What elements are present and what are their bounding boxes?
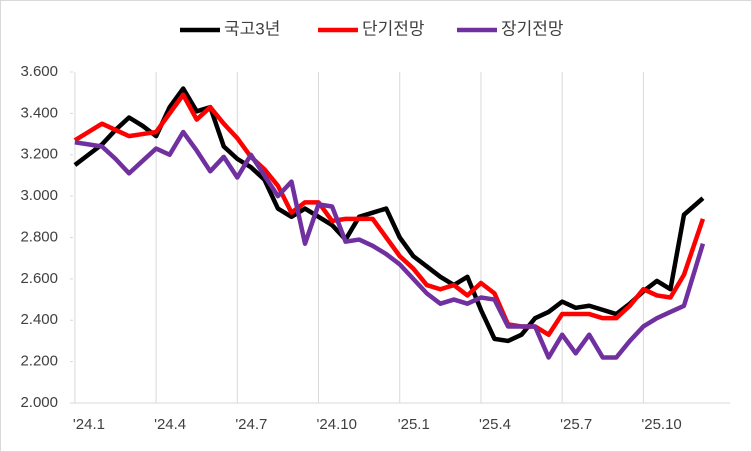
legend-label: 국고3년	[224, 19, 280, 38]
legend-label: 장기전망	[501, 19, 564, 38]
x-tick-label: '24.7	[235, 416, 267, 433]
series-line	[73, 92, 706, 337]
x-tick-label: '25.4	[479, 416, 511, 433]
x-tick-label: '25.1	[398, 416, 430, 433]
legend-label: 단기전망	[362, 19, 425, 38]
y-tick-label: 3.000	[20, 187, 58, 204]
y-tick-label: 2.600	[20, 270, 58, 287]
y-tick-label: 3.600	[20, 63, 58, 80]
y-tick-label: 2.800	[20, 228, 58, 245]
series-line	[74, 129, 706, 360]
x-tick-label: '24.1	[73, 416, 105, 433]
x-tick-label: '25.7	[560, 416, 592, 433]
y-tick-label: 2.400	[20, 311, 58, 328]
x-tick-label: '24.4	[154, 416, 186, 433]
y-tick-label: 2.200	[20, 353, 58, 370]
series-line	[73, 86, 705, 344]
y-tick-label: 3.400	[20, 104, 58, 121]
y-tick-label: 2.000	[20, 394, 58, 411]
x-tick-label: '25.10	[641, 416, 681, 433]
x-tick-label: '24.10	[317, 416, 357, 433]
y-tick-label: 3.200	[20, 146, 58, 163]
